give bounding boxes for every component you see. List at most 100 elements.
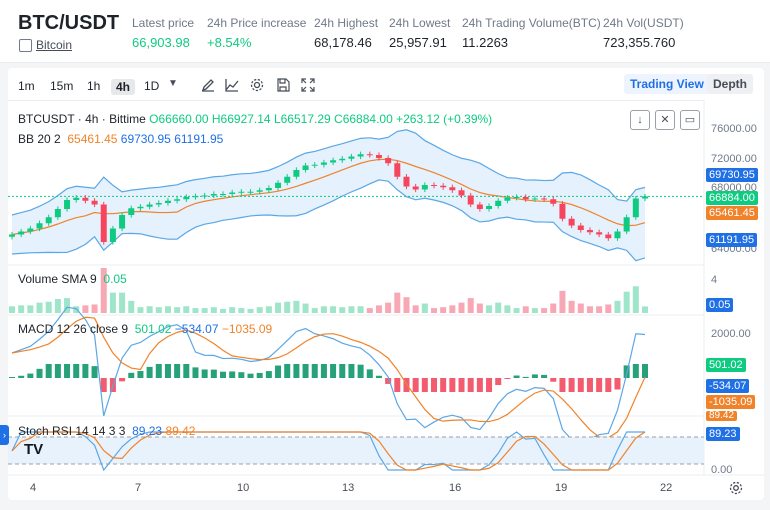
macd-line-tag: -534.07	[706, 379, 750, 393]
interval-1d[interactable]: 1D	[144, 79, 160, 93]
interval-15m[interactable]: 15m	[50, 79, 74, 93]
candle	[357, 154, 364, 157]
candle	[568, 218, 575, 226]
chart-settings-icon[interactable]	[728, 480, 744, 496]
candle	[467, 195, 474, 205]
macd-signal-value: −1035.09	[221, 322, 273, 336]
macd-hist-bar	[421, 378, 428, 392]
volume-bar	[348, 306, 355, 313]
macd-hist-bar	[64, 364, 71, 378]
volume-bar	[330, 306, 337, 313]
macd-hist-bar	[412, 378, 419, 392]
coin-link[interactable]: Bitcoin	[36, 38, 73, 52]
macd-name: MACD 12 26 close 9	[18, 322, 129, 336]
candle	[128, 208, 135, 215]
volume-bar	[394, 292, 401, 313]
volume-bar	[642, 306, 648, 313]
volume-bar	[421, 303, 428, 313]
candle	[476, 204, 483, 209]
interval-4h[interactable]: 4h	[111, 79, 136, 95]
interval-1h[interactable]: 1h	[87, 79, 101, 93]
macd-hist-bar	[559, 378, 566, 392]
save-icon[interactable]	[275, 77, 291, 93]
candle	[284, 176, 291, 183]
macd-hist-bar	[531, 374, 538, 378]
volume-bar	[284, 301, 291, 313]
stoch-tick: 0.00	[711, 464, 733, 476]
macd-hist-bar	[73, 364, 80, 378]
macd-hist-bar	[632, 364, 639, 378]
macd-hist-bar	[596, 378, 603, 392]
collapse-icon[interactable]: ✕	[655, 110, 675, 130]
bb-band-fill	[12, 129, 645, 261]
macd-hist-bar	[495, 378, 502, 386]
close-value: C66884.00	[334, 112, 393, 126]
candle	[348, 156, 355, 159]
volume-bar	[605, 304, 612, 313]
candle	[183, 197, 190, 200]
candle	[495, 200, 502, 206]
volume-bar	[100, 268, 107, 313]
candle	[320, 162, 327, 165]
market-header: BTC/USDT Bitcoin Latest price 66,903.98 24…	[0, 0, 770, 63]
bb-legend: BB 20 2 65461.45 69730.95 61191.95	[18, 132, 223, 146]
volume-bar	[247, 309, 254, 313]
stat-label: 24h Lowest	[389, 16, 451, 30]
candle	[137, 206, 144, 209]
x-tick: 7	[135, 482, 142, 494]
macd-hist-bar	[577, 378, 584, 392]
candle	[550, 199, 557, 204]
macd-hist-bar	[385, 378, 392, 384]
volume-bar	[137, 307, 144, 313]
candle	[229, 192, 236, 194]
candle	[220, 194, 226, 195]
last-price-tag: 66884.00	[706, 191, 758, 205]
open-value: O66660.00	[149, 112, 209, 126]
volume-bar	[476, 303, 483, 313]
volume-bar	[275, 302, 282, 313]
bb-basis-line	[11, 158, 646, 236]
restore-icon[interactable]: ▭	[680, 110, 700, 130]
macd-hist-bar	[275, 365, 282, 378]
draw-icon[interactable]	[200, 77, 216, 93]
stat-label: 24h Highest	[314, 16, 379, 30]
stat-value: 66,903.98	[132, 35, 190, 50]
candle	[632, 198, 639, 218]
candle	[394, 163, 401, 177]
macd-hist-bar	[375, 375, 382, 378]
candle	[605, 234, 612, 239]
trading-view-button[interactable]: Trading View	[624, 74, 710, 94]
volume-bar	[431, 308, 437, 313]
volume-bar	[164, 306, 171, 313]
candle	[431, 185, 437, 186]
stoch-name: Stoch RSI 14 14 3 3	[18, 424, 126, 438]
candle	[366, 154, 373, 156]
interval-dropdown-icon[interactable]: ▼	[168, 78, 178, 89]
price-tick: 72000.00	[711, 153, 757, 165]
macd-hist-bar	[586, 378, 593, 392]
candle	[45, 217, 52, 224]
macd-hist-bar	[91, 366, 98, 378]
volume-bar	[238, 308, 245, 313]
indicator-icon[interactable]	[224, 77, 240, 93]
candle	[586, 230, 593, 233]
ohlc-legend: BTCUSDT · 4h · Bittime O66660.00 H66927.…	[18, 112, 492, 126]
depth-button[interactable]: Depth	[707, 74, 753, 94]
settings-gear-icon[interactable]	[249, 77, 265, 93]
macd-hist-bar	[238, 372, 245, 378]
candle	[9, 234, 15, 237]
scroll-down-icon[interactable]: ↓	[630, 110, 650, 130]
candle	[91, 200, 98, 205]
x-tick: 16	[449, 482, 462, 494]
candle	[412, 186, 419, 190]
macd-hist-bar	[642, 364, 648, 378]
macd-hist-bar	[183, 364, 190, 378]
expand-handle-icon[interactable]: ›	[0, 425, 9, 445]
stoch-band-fill	[8, 437, 704, 464]
macd-hist-bar	[302, 364, 309, 378]
fullscreen-icon[interactable]	[300, 77, 316, 93]
candle	[330, 160, 337, 163]
interval-1m[interactable]: 1m	[18, 79, 35, 93]
volume-bar	[357, 306, 364, 313]
